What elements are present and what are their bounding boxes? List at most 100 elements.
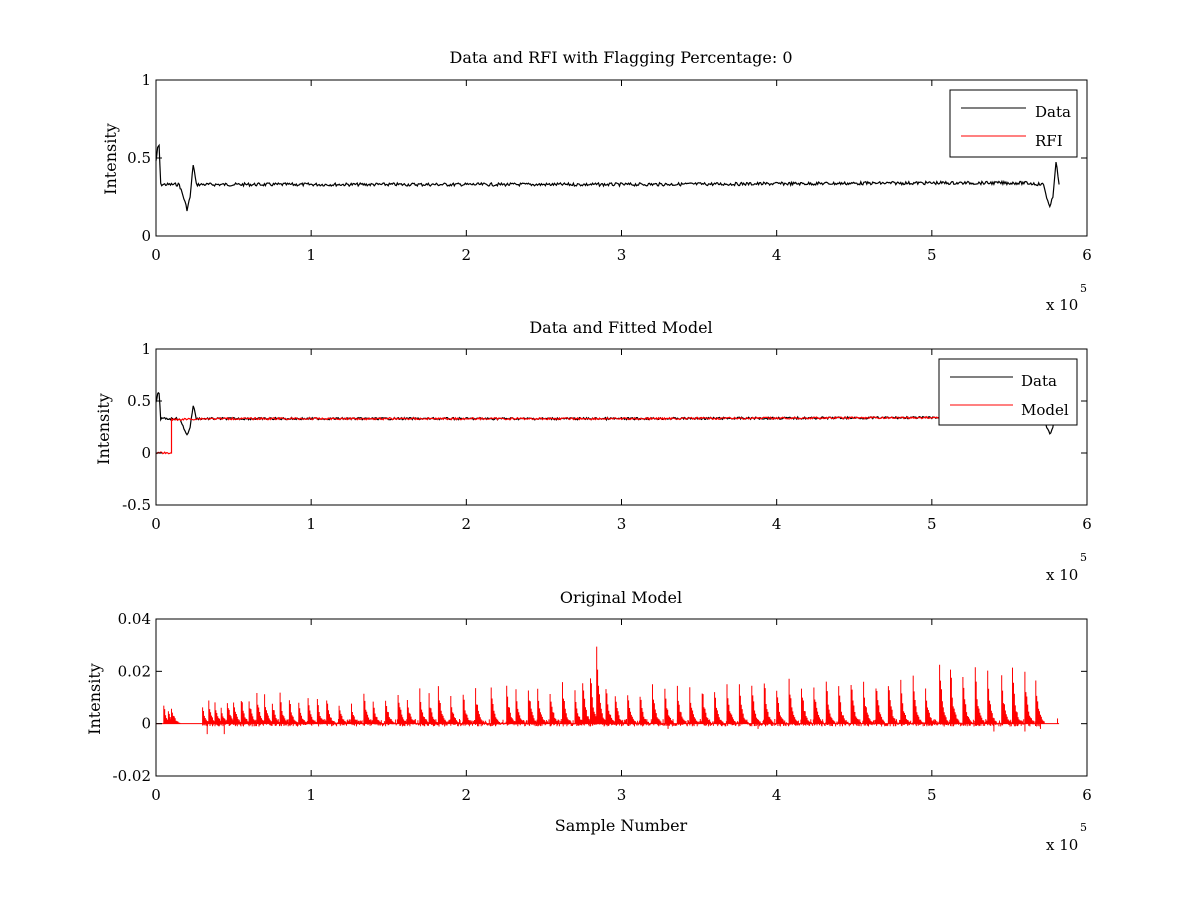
panel-3-spike: [171, 708, 181, 724]
panel-2-xtick-label: 4: [772, 515, 782, 533]
panel-2-x-multiplier: x 10 5: [1046, 551, 1087, 584]
panel-1-ylabel: Intensity: [101, 123, 120, 195]
panel-3-spike: [406, 700, 417, 724]
panel-3-spike: [537, 688, 547, 724]
panel-3-title: Original Model: [560, 588, 682, 607]
panel-1-multiplier-exponent: 5: [1080, 282, 1087, 295]
panel-1-legend: Data RFI: [949, 89, 1078, 158]
panel-2-ytick-label: 0.5: [127, 392, 151, 410]
panel-3-spike: [1024, 671, 1034, 724]
panel-3-ytick-label: 0.04: [118, 610, 151, 628]
panel-1-multiplier-base: x 10: [1046, 296, 1078, 314]
panel-2-xtick-label: 1: [306, 515, 316, 533]
panel-2-legend: Data Model: [938, 358, 1078, 426]
panel-3-xtick-label: 3: [617, 786, 627, 804]
panel-3-ytick-label: 0.02: [118, 662, 151, 680]
panel-3-spike: [385, 700, 395, 724]
panel-1-xtick-label: 6: [1082, 246, 1092, 264]
panel-3-spike: [939, 664, 949, 724]
panel-2-ytick-label: 1: [141, 340, 151, 358]
panel-3-spike: [1035, 680, 1045, 724]
panel-3-spike: [801, 688, 811, 724]
panel-2-legend-box: [938, 358, 1078, 426]
panel-3-spike: [450, 696, 460, 724]
panel-3-spike: [419, 688, 429, 724]
panel-2-legend-model-label: Model: [1021, 401, 1069, 419]
panel-1-title: Data and RFI with Flagging Percentage: 0: [449, 48, 792, 67]
panel-2-xtick-label: 6: [1082, 515, 1092, 533]
panel-3-spike: [652, 684, 662, 724]
panel-3-spike: [596, 646, 606, 724]
panel-3-spike: [776, 690, 786, 724]
panel-3-spike: [428, 693, 438, 724]
panel-3-spike: [1001, 675, 1011, 724]
panel-3-spike: [627, 695, 637, 724]
panel-3-spike: [326, 700, 336, 724]
panel-1-xtick-label: 1: [306, 246, 316, 264]
panel-3-xtick-label: 5: [927, 786, 937, 804]
panel-3-spike: [950, 669, 960, 724]
panel-3-spike: [726, 684, 736, 724]
panel-1-legend-rfi-label: RFI: [1035, 132, 1063, 150]
panel-3-spike: [987, 670, 997, 724]
panel-1-ticks: 0 1 2 3 4 5 6 0 0.5 1: [127, 71, 1092, 264]
panel-3-spike: [925, 688, 935, 724]
panel-2-ytick-label: 0: [141, 444, 151, 462]
panel-2-xtick-label: 2: [462, 515, 472, 533]
panel-3-ylabel: Intensity: [85, 663, 104, 735]
panel-3-spike: [900, 679, 910, 724]
panel-3-spike: [714, 692, 724, 724]
panel-3-spike: [1012, 667, 1022, 724]
panel-3-spike: [825, 681, 836, 724]
panel-3-series: [156, 646, 1060, 735]
panel-3-spike: [664, 688, 674, 724]
panel-2-series-model-line: [155, 415, 1060, 455]
panel-3-spike: [639, 696, 649, 724]
panel-1-legend-data-label: Data: [1035, 103, 1071, 121]
panel-3-spike: [338, 705, 348, 724]
panel-1-xtick-label: 2: [462, 246, 472, 264]
panel-3-spike: [279, 692, 289, 724]
panel-3-spike: [397, 695, 407, 724]
panel-3-ytick-label: -0.02: [113, 767, 151, 785]
panel-1-xtick-label: 4: [772, 246, 782, 264]
panel-3-xtick-label: 1: [306, 786, 316, 804]
panel-3-spike: [689, 687, 699, 724]
panel-3-spike: [838, 686, 848, 724]
panel-3-spike: [437, 686, 448, 724]
panel-3-spike: [605, 689, 615, 724]
panel-3-spike: [351, 703, 361, 724]
panel-3-spike: [614, 696, 625, 724]
panel-1: Data and RFI with Flagging Percentage: 0…: [101, 48, 1092, 314]
panel-2-xtick-label: 0: [151, 515, 161, 533]
panel-3: Original Model Intensity 0 1 2 3 4 5 6-0.0200.…: [85, 588, 1092, 854]
panel-3-xtick-label: 6: [1082, 786, 1092, 804]
panel-3-spike: [701, 693, 712, 724]
panel-2-ytick-label: -0.5: [122, 496, 151, 514]
panel-3-xlabel: Sample Number: [555, 816, 688, 835]
panel-3-x-multiplier: x 10 5: [1046, 821, 1087, 854]
panel-1-ytick-label: 0.5: [127, 149, 151, 167]
panel-3-spike: [298, 702, 308, 724]
panel-3-spike: [863, 681, 873, 724]
panel-2-multiplier-base: x 10: [1046, 566, 1078, 584]
panel-3-spike: [462, 694, 473, 724]
panel-1-xtick-label: 0: [151, 246, 161, 264]
panel-3-spike: [562, 682, 572, 724]
panel-3-spike: [527, 690, 538, 724]
panel-2-xtick-label: 3: [617, 515, 627, 533]
panel-2-xtick-label: 5: [927, 515, 937, 533]
panel-3-spike: [738, 684, 749, 724]
panel-2-ylabel: Intensity: [94, 393, 113, 465]
panel-3-spike: [887, 686, 898, 724]
panel-1-ytick-label: 1: [141, 71, 151, 89]
panel-1-ytick-label: 0: [141, 227, 151, 245]
panel-3-spike: [676, 685, 687, 724]
panel-3-xtick-label: 4: [772, 786, 782, 804]
panel-1-x-multiplier: x 10 5: [1046, 282, 1087, 314]
panel-3-spike: [549, 694, 559, 724]
panel-3-multiplier-exponent: 5: [1080, 821, 1087, 834]
panel-3-spike: [372, 701, 383, 724]
panel-3-xtick-label: 2: [462, 786, 472, 804]
